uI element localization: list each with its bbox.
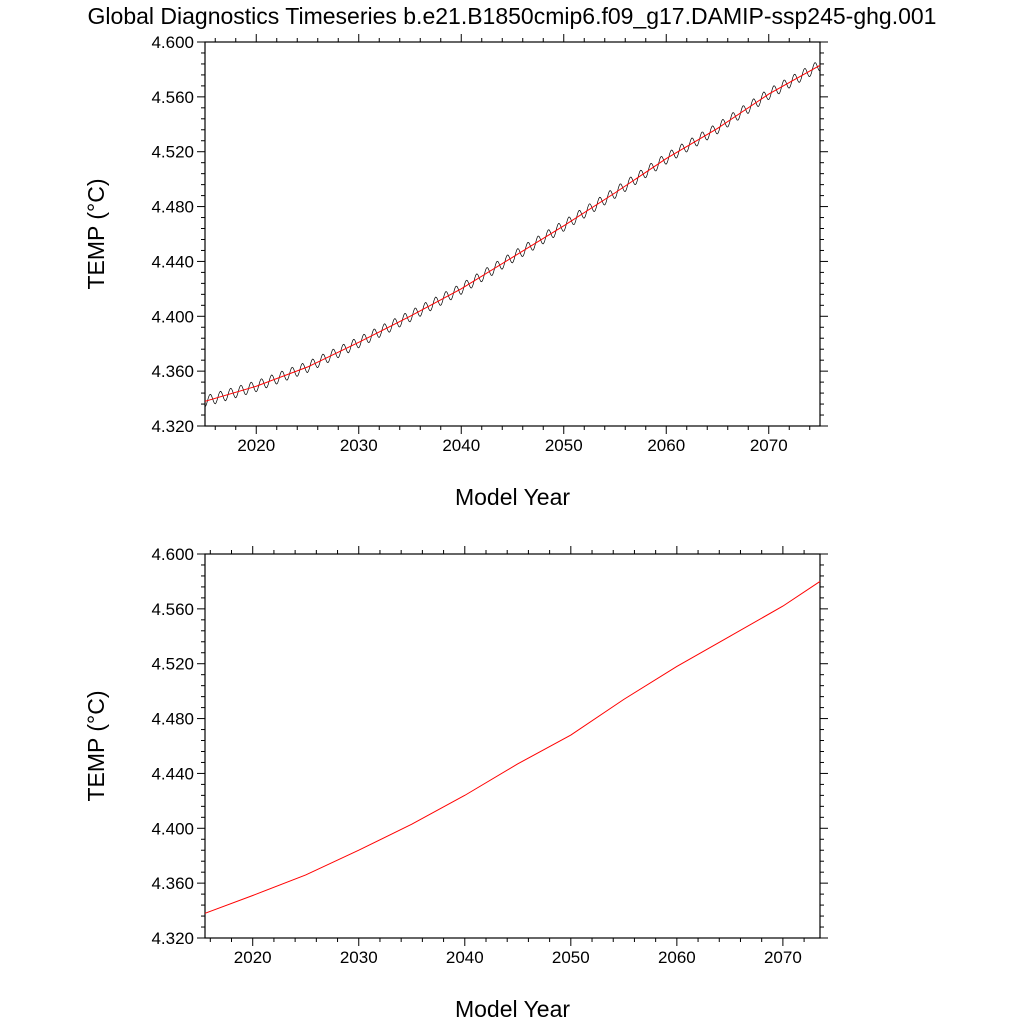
y-axis-label: TEMP (°C) xyxy=(83,691,109,802)
y-tick-label: 4.360 xyxy=(151,362,194,381)
x-axis-label: Model Year xyxy=(455,996,570,1022)
y-tick-label: 4.600 xyxy=(151,33,194,52)
x-tick-label: 2050 xyxy=(552,948,590,967)
y-tick-label: 4.440 xyxy=(151,252,194,271)
y-tick-label: 4.560 xyxy=(151,88,194,107)
plot-frame xyxy=(204,553,821,939)
x-tick-label: 2030 xyxy=(340,436,378,455)
x-tick-label: 2070 xyxy=(750,436,788,455)
x-tick-label: 2040 xyxy=(442,436,480,455)
annual-mean-temp-line xyxy=(204,64,821,402)
x-tick-label: 2060 xyxy=(647,436,685,455)
y-tick-label: 4.480 xyxy=(151,198,194,217)
x-tick-label: 2050 xyxy=(545,436,583,455)
figure-title: Global Diagnostics Timeseries b.e21.B185… xyxy=(88,3,937,29)
monthly-temp-line xyxy=(204,62,821,408)
x-tick-label: 2030 xyxy=(340,948,378,967)
y-tick-label: 4.480 xyxy=(151,710,194,729)
annual-mean-temp-line xyxy=(204,581,821,914)
panel-top: 4.320 4.360 4.400 4.440 4.480 4.520 4.560 4.600… xyxy=(83,33,828,510)
y-tick-label: 4.360 xyxy=(151,874,194,893)
y-tick-label: 4.520 xyxy=(151,655,194,674)
y-axis-label: TEMP (°C) xyxy=(83,179,109,290)
x-tick-label: 2060 xyxy=(658,948,696,967)
x-axis-label: Model Year xyxy=(455,484,570,510)
panel-bottom: 4.320 4.360 4.400 4.440 4.480 4.520 4.560 4.600… xyxy=(83,545,828,1022)
y-tick-label: 4.560 xyxy=(151,600,194,619)
y-tick-label: 4.400 xyxy=(151,819,194,838)
plot-frame xyxy=(204,41,821,427)
y-tick-label: 4.320 xyxy=(151,929,194,948)
y-tick-label: 4.400 xyxy=(151,307,194,326)
x-tick-label: 2040 xyxy=(446,948,484,967)
y-tick-label: 4.520 xyxy=(151,143,194,162)
x-tick-label: 2070 xyxy=(764,948,802,967)
x-tick-label: 2020 xyxy=(234,948,272,967)
y-tick-label: 4.320 xyxy=(151,417,194,436)
x-tick-label: 2020 xyxy=(237,436,275,455)
y-tick-label: 4.600 xyxy=(151,545,194,564)
y-tick-label: 4.440 xyxy=(151,764,194,783)
